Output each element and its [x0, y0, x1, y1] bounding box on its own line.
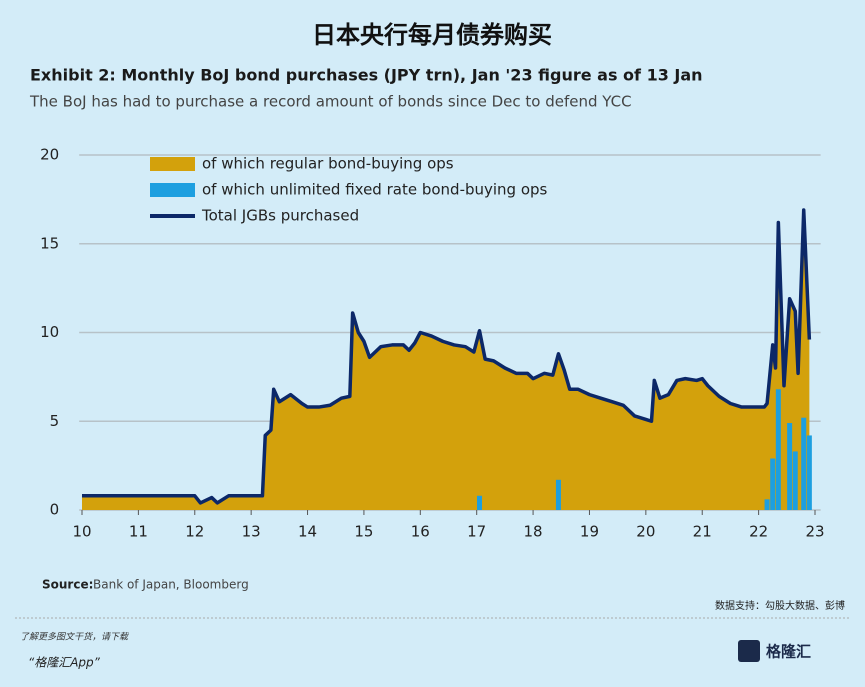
x-tick-label: 14 — [298, 523, 317, 541]
page-title: 日本央行每月债券购买 — [312, 21, 552, 49]
bar — [806, 435, 812, 510]
promo-text: 了解更多图文干货，请下载 — [20, 632, 129, 643]
legend-label: of which regular bond-buying ops — [202, 155, 454, 173]
y-tick-label: 20 — [40, 146, 59, 164]
bar — [770, 458, 776, 510]
legend-label: of which unlimited fixed rate bond-buyin… — [202, 181, 548, 199]
x-tick-label: 15 — [354, 523, 373, 541]
y-tick-label: 10 — [40, 323, 59, 341]
x-tick-label: 11 — [129, 523, 148, 541]
logo-icon — [738, 640, 760, 662]
y-tick-label: 15 — [40, 234, 59, 252]
legend-swatch — [150, 183, 195, 197]
chart-title: Exhibit 2: Monthly BoJ bond purchases (J… — [30, 66, 703, 85]
x-tick-label: 21 — [693, 523, 712, 541]
source-label: Source: — [42, 578, 93, 592]
bar — [764, 499, 770, 510]
x-tick-label: 20 — [636, 523, 655, 541]
chart-subtitle: The BoJ has had to purchase a record amo… — [29, 93, 632, 111]
logo-text: 格隆汇 — [766, 643, 811, 661]
bar — [801, 417, 807, 510]
line — [82, 208, 812, 505]
plot-area: 0 5 10 15 20 10 11 12 13 14 15 16 17 18 19 20 21 22 23 of w… — [40, 146, 824, 541]
bar — [787, 423, 793, 510]
x-tick-label: 23 — [805, 523, 824, 541]
x-tick-label: 10 — [72, 523, 91, 541]
bar — [477, 495, 483, 510]
x-tick-label: 13 — [242, 523, 261, 541]
x-tick-label: 22 — [749, 523, 768, 541]
bar — [775, 389, 781, 510]
legend-label: Total JGBs purchased — [201, 207, 359, 225]
x-tick-label: 16 — [411, 523, 430, 541]
y-tick-label: 0 — [50, 501, 60, 519]
bar — [792, 451, 798, 510]
source-text: Bank of Japan, Bloomberg — [93, 578, 249, 592]
x-tick-label: 12 — [185, 523, 204, 541]
area — [82, 210, 810, 510]
x-tick-label: 17 — [467, 523, 486, 541]
app-name: “格隆汇App” — [28, 656, 101, 670]
x-tick-label: 19 — [580, 523, 599, 541]
bar — [555, 479, 561, 510]
y-tick-label: 5 — [50, 412, 60, 430]
legend-swatch — [150, 157, 195, 171]
x-tick-label: 18 — [524, 523, 543, 541]
data-support: 数据支持：勾股大数据、彭博 — [715, 599, 845, 612]
